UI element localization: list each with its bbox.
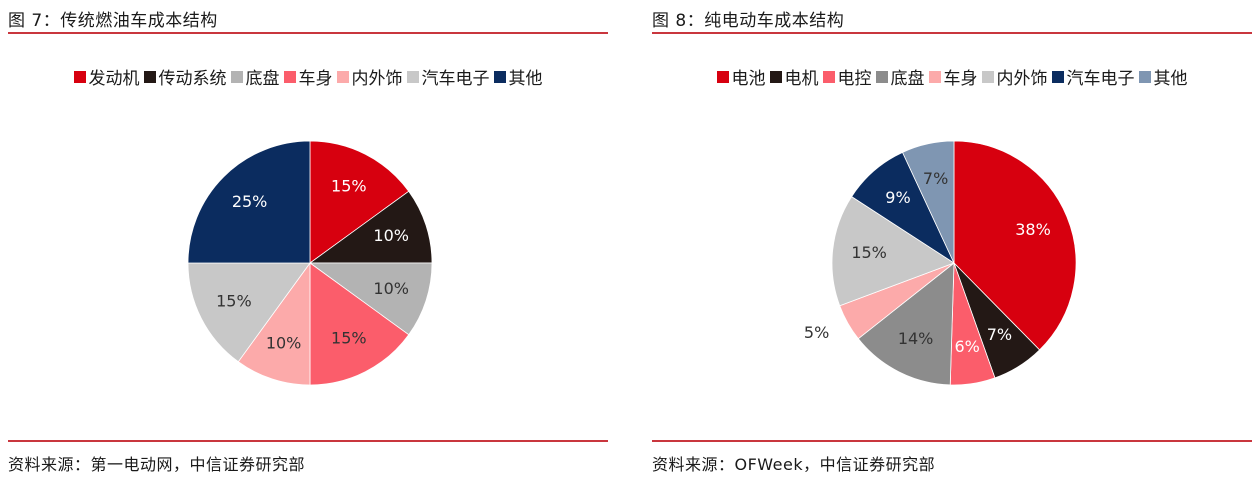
pie-slice: [309, 262, 410, 386]
source-rule: [652, 440, 1252, 442]
slice-value-label: 15%: [216, 291, 252, 310]
title-rule: [8, 32, 608, 34]
legend-label: 其他: [508, 69, 543, 89]
pie-chart: 38% 7% 6% 14% 5% 15% 9% 7%: [804, 140, 1077, 386]
pie-slice: [857, 262, 955, 386]
legend-item: 汽车电子: [406, 64, 490, 89]
legend-label: 内外饰: [996, 69, 1048, 89]
legend-swatch: [1051, 70, 1064, 83]
legend-label: 其他: [1153, 69, 1188, 89]
chart-panel-ev: 图 8：纯电动车成本结构 电池 电机 电控 底盘 车身 内外饰 汽车电子 其他 38% 7% 6%…: [652, 0, 1252, 478]
slice-value-label: 14%: [898, 329, 934, 348]
pie-chart: 15% 10% 10% 15% 10% 15% 25%: [187, 140, 433, 386]
pie-slice: [308, 262, 433, 336]
legend-swatch: [981, 70, 994, 83]
pie-slice: [831, 196, 955, 307]
source-note: 资料来源：第一电动网，中信证券研究部: [8, 455, 306, 474]
legend-label: 电池: [731, 69, 766, 89]
figure-title: 图 7：传统燃油车成本结构: [8, 11, 218, 31]
legend-item: 其他: [493, 64, 543, 89]
legend-label: 底盘: [890, 69, 925, 89]
legend-label: 电控: [837, 69, 872, 89]
slice-value-label: 10%: [373, 226, 409, 245]
legend-swatch: [716, 70, 729, 83]
pie-slice: [187, 140, 311, 264]
legend-swatch: [143, 70, 156, 83]
legend-item: 车身: [283, 64, 333, 89]
slice-value-label: 15%: [331, 176, 367, 195]
legend-item: 车身: [928, 64, 978, 89]
legend-item: 电机: [769, 64, 819, 89]
slice-value-label: 25%: [232, 192, 268, 211]
pie-slice: [953, 140, 1077, 351]
slice-value-label: 15%: [851, 243, 887, 262]
slice-value-label: 15%: [331, 329, 367, 348]
chart-legend: 电池 电机 电控 底盘 车身 内外饰 汽车电子 其他: [652, 64, 1252, 89]
legend-label: 车身: [943, 69, 978, 89]
source-note: 资料来源：OFWeek，中信证券研究部: [652, 455, 936, 474]
legend-swatch: [1138, 70, 1151, 83]
legend-swatch: [928, 70, 941, 83]
figure-title: 图 8：纯电动车成本结构: [652, 11, 845, 31]
legend-swatch: [769, 70, 782, 83]
legend-label: 车身: [298, 69, 333, 89]
pie-slice: [308, 190, 433, 264]
pie-slice: [187, 262, 311, 363]
slice-value-label: 10%: [266, 334, 302, 353]
legend-label: 底盘: [245, 69, 280, 89]
legend-label: 发动机: [88, 69, 140, 89]
slice-value-label: 38%: [1015, 220, 1051, 239]
legend-item: 汽车电子: [1051, 64, 1135, 89]
pie-slice: [237, 261, 311, 386]
legend-swatch: [875, 70, 888, 83]
legend-swatch: [230, 70, 243, 83]
legend-swatch: [493, 70, 506, 83]
legend-label: 汽车电子: [421, 69, 490, 89]
legend-label: 汽车电子: [1066, 69, 1135, 89]
slice-value-label: 10%: [373, 279, 409, 298]
legend-label: 内外饰: [351, 69, 403, 89]
legend-swatch: [822, 70, 835, 83]
legend-item: 电控: [822, 64, 872, 89]
legend-label: 传动系统: [158, 69, 227, 89]
legend-swatch: [283, 70, 296, 83]
title-rule: [652, 32, 1252, 34]
legend-item: 传动系统: [143, 64, 227, 89]
legend-item: 其他: [1138, 64, 1188, 89]
chart-panel-engine: 图 7：传统燃油车成本结构 发动机 传动系统 底盘 车身 内外饰 汽车电子 其他 15% 10…: [8, 0, 608, 478]
legend-item: 底盘: [230, 64, 280, 89]
legend-item: 底盘: [875, 64, 925, 89]
slice-value-label: 9%: [885, 188, 910, 207]
slice-value-label: 5%: [804, 323, 829, 342]
legend-label: 电机: [784, 69, 819, 89]
slice-value-label: 6%: [955, 337, 980, 356]
legend-swatch: [336, 70, 349, 83]
chart-legend: 发动机 传动系统 底盘 车身 内外饰 汽车电子 其他: [8, 64, 608, 89]
legend-item: 发动机: [73, 64, 140, 89]
pie-slice: [902, 140, 955, 264]
slice-value-label: 7%: [923, 169, 948, 188]
legend-item: 内外饰: [981, 64, 1048, 89]
slice-value-label: 7%: [987, 325, 1012, 344]
legend-item: 内外饰: [336, 64, 403, 89]
legend-swatch: [406, 70, 419, 83]
pie-slice: [309, 140, 410, 264]
legend-swatch: [73, 70, 86, 83]
source-rule: [8, 440, 608, 442]
legend-item: 电池: [716, 64, 766, 89]
